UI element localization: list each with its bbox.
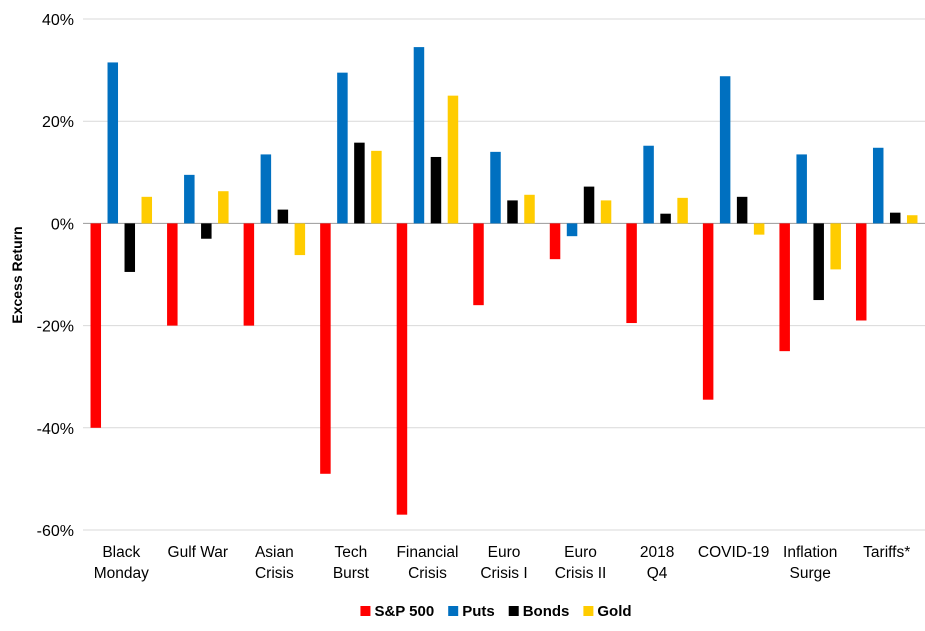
bar-bonds — [201, 223, 212, 239]
bar-gold — [447, 95, 459, 224]
legend-swatch — [448, 606, 459, 616]
bar-bonds — [813, 223, 824, 301]
bar-gold — [294, 223, 306, 256]
y-tick-label: 20% — [42, 114, 74, 131]
bar-gold — [677, 197, 688, 224]
bar-gold — [830, 223, 841, 270]
bar-s-p-500 — [243, 223, 255, 326]
bar-bonds — [583, 186, 595, 224]
x-category-label: Euro Crisis II — [555, 544, 607, 582]
bar-bonds — [507, 200, 518, 224]
y-tick-label: -40% — [37, 421, 74, 438]
bar-puts — [872, 147, 884, 224]
bar-s-p-500 — [549, 223, 561, 260]
bars — [90, 47, 918, 515]
x-category-label: 2018 Q4 — [640, 544, 674, 582]
bar-bonds — [277, 209, 289, 224]
x-category-label: Black Monday — [94, 544, 149, 582]
y-axis-ticks: -60% -40% -20% 0% 20% 40% — [37, 12, 74, 540]
bar-s-p-500 — [855, 223, 867, 321]
bar-s-p-500 — [779, 223, 790, 352]
bar-puts — [260, 154, 272, 224]
bar-s-p-500 — [90, 223, 102, 428]
y-axis-title: Excess Return — [9, 226, 25, 323]
bar-bonds — [430, 156, 442, 224]
legend-swatch — [508, 606, 519, 616]
legend-swatch — [583, 606, 594, 616]
bar-puts — [490, 151, 501, 224]
bar-bonds — [660, 213, 671, 224]
legend-label: Puts — [462, 603, 495, 620]
bar-puts — [337, 72, 348, 224]
bar-bonds — [889, 212, 901, 224]
legend: S&P 500 Puts Bonds Gold — [360, 603, 632, 620]
bar-gold — [218, 191, 229, 224]
x-category-label: Financial Crisis — [396, 544, 458, 582]
bar-bonds — [736, 196, 748, 224]
legend-swatch — [360, 606, 371, 616]
x-category-label: COVID-19 — [698, 544, 770, 561]
y-tick-label: -20% — [37, 319, 74, 336]
bar-gold — [906, 215, 918, 224]
legend-label: S&P 500 — [374, 603, 434, 620]
bar-gold — [371, 150, 382, 224]
y-tick-label: 40% — [42, 12, 74, 29]
bar-s-p-500 — [396, 223, 408, 515]
bar-s-p-500 — [473, 223, 484, 306]
bar-puts — [566, 223, 578, 237]
bar-gold — [141, 196, 153, 224]
bar-s-p-500 — [320, 223, 331, 474]
bar-puts — [643, 145, 654, 224]
legend-label: Gold — [597, 603, 631, 620]
legend-label: Bonds — [523, 603, 570, 620]
bar-puts — [719, 76, 731, 224]
bar-s-p-500 — [702, 223, 714, 400]
x-category-label: Tech Burst — [333, 544, 370, 582]
y-tick-label: -60% — [37, 523, 74, 540]
x-axis-categories: Black Monday Gulf War Asian Crisis Tech Burst F… — [94, 544, 911, 582]
bar-gold — [753, 223, 765, 235]
bar-s-p-500 — [167, 223, 178, 326]
bar-bonds — [124, 223, 136, 272]
gridlines — [83, 18, 925, 531]
bar-puts — [184, 174, 195, 224]
bar-puts — [796, 154, 807, 224]
x-category-label: Gulf War — [168, 544, 229, 561]
x-category-label: Tariffs* — [863, 544, 910, 561]
x-category-label: Euro Crisis I — [480, 544, 527, 582]
bar-gold — [600, 200, 612, 224]
bar-bonds — [354, 142, 365, 224]
bar-s-p-500 — [626, 223, 637, 324]
y-tick-label: 0% — [51, 216, 74, 233]
bar-puts — [107, 62, 119, 224]
bar-gold — [524, 194, 535, 224]
x-category-label: Inflation Surge — [783, 544, 837, 582]
x-category-label: Asian Crisis — [255, 544, 294, 582]
bar-puts — [413, 47, 425, 224]
